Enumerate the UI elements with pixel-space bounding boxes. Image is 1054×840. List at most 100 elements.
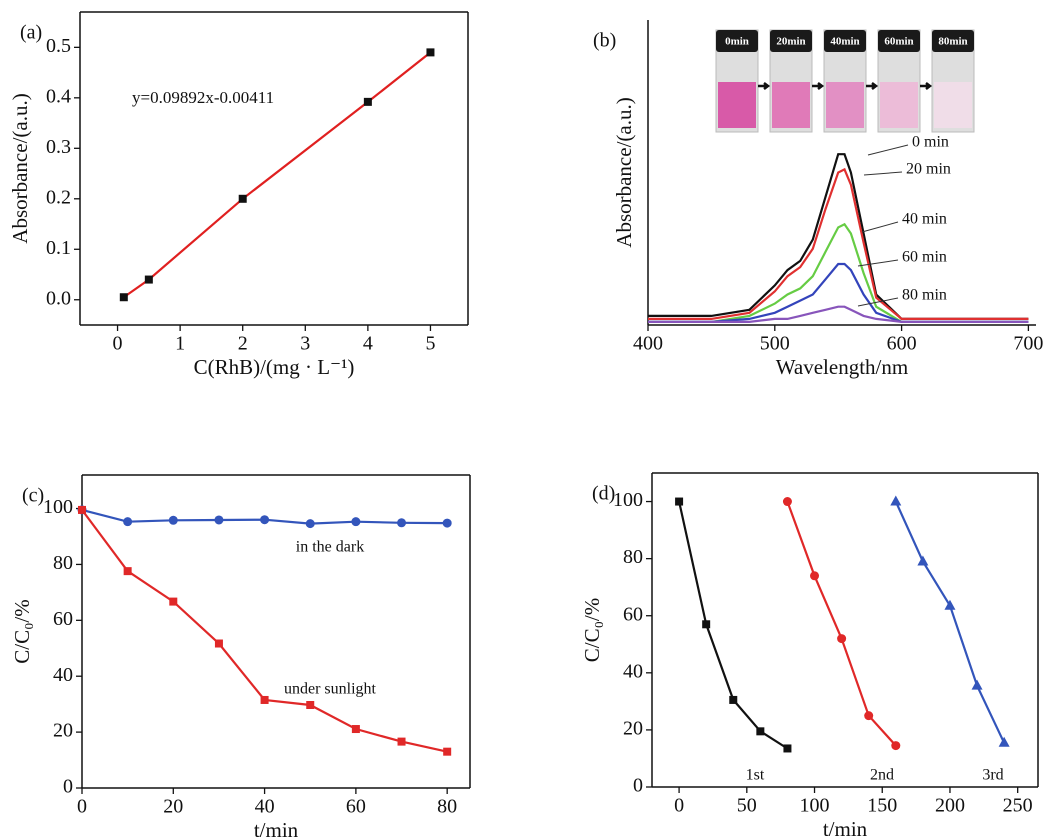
marker: [782, 497, 792, 507]
vial-arrow: [812, 82, 825, 90]
panel-label: (b): [593, 30, 616, 52]
label-arrow: [857, 297, 899, 307]
marker: [998, 736, 1010, 747]
series-line: [81, 509, 448, 753]
y-tick-label: 0.2: [46, 186, 71, 208]
series-line: [786, 501, 897, 747]
marker: [944, 599, 956, 610]
y-tick-label: 0.5: [46, 35, 71, 57]
y-tick-label: 100: [43, 496, 73, 518]
x-tick-label: 250: [1003, 795, 1033, 817]
marker: [169, 597, 178, 606]
y-tick-label: 40: [623, 660, 643, 682]
marker: [397, 518, 407, 528]
series-label: 3rd: [982, 767, 1003, 784]
y-axis-label: C/C₀/%: [10, 599, 34, 664]
series-label: 1st: [746, 767, 765, 784]
label-arrow: [863, 171, 903, 176]
y-tick-label: 0.3: [46, 136, 71, 158]
series-label: 60 min: [902, 249, 947, 266]
vial-cap: [716, 30, 758, 52]
y-tick-label: 0: [633, 775, 643, 797]
x-tick-label: 20: [163, 796, 183, 818]
y-tick-label: 20: [623, 718, 643, 740]
marker: [168, 515, 178, 525]
marker: [675, 497, 684, 506]
label-arrow: [867, 144, 909, 156]
series-label: 40 min: [902, 211, 947, 228]
x-tick-label: 200: [935, 795, 965, 817]
vial-arrow: [758, 82, 771, 90]
y-tick-label: 0.0: [46, 287, 71, 309]
marker: [864, 711, 874, 721]
y-tick-label: 80: [623, 546, 643, 568]
marker: [305, 519, 315, 529]
x-tick-label: 100: [800, 795, 830, 817]
marker: [123, 517, 133, 527]
x-tick-label: 400: [633, 333, 663, 355]
vial-liquid: [826, 82, 864, 128]
y-tick-label: 0.4: [46, 85, 71, 107]
x-tick-label: 0: [674, 795, 684, 817]
y-axis-label: Absorbance/(a.u.): [612, 97, 636, 247]
panel-label: (a): [20, 22, 42, 44]
x-tick-label: 80: [437, 796, 457, 818]
vial-cap: [824, 30, 866, 52]
marker: [443, 747, 452, 756]
marker: [397, 737, 406, 746]
series-line: [648, 167, 1029, 320]
x-tick-label: 5: [425, 333, 435, 355]
marker: [363, 97, 372, 106]
marker: [260, 515, 270, 525]
y-tick-label: 20: [53, 720, 73, 742]
marker: [238, 194, 247, 203]
series-label: under sunlight: [284, 681, 377, 698]
vial-arrow: [920, 82, 933, 90]
x-tick-label: 50: [737, 795, 757, 817]
y-tick-label: 40: [53, 664, 73, 686]
y-tick-label: 80: [53, 552, 73, 574]
marker: [306, 700, 315, 709]
x-axis-label: t/min: [823, 817, 868, 840]
marker: [351, 517, 361, 527]
marker: [890, 495, 902, 506]
marker: [144, 275, 153, 284]
marker: [837, 634, 847, 644]
y-tick-label: 0: [63, 776, 73, 798]
x-tick-label: 0: [77, 796, 87, 818]
marker: [810, 571, 820, 581]
marker: [729, 695, 738, 704]
series-line: [648, 262, 1029, 323]
marker: [442, 518, 452, 528]
vial-cap: [878, 30, 920, 52]
x-tick-label: 1: [175, 333, 185, 355]
y-axis-label: Absorbance/(a.u.): [8, 93, 32, 243]
x-tick-label: 3: [300, 333, 310, 355]
vial-liquid: [772, 82, 810, 128]
y-axis-label: C/C₀/%: [580, 598, 604, 663]
y-tick-label: 60: [53, 608, 73, 630]
series-line: [678, 501, 788, 750]
series-label: 0 min: [912, 134, 949, 151]
x-tick-label: 700: [1013, 333, 1043, 355]
marker: [783, 744, 792, 753]
panel-label: (d): [592, 483, 615, 505]
label-arrow: [857, 259, 899, 267]
marker: [260, 695, 269, 704]
series-label: 80 min: [902, 287, 947, 304]
vial-label: 60min: [884, 36, 913, 48]
panel-label: (c): [22, 485, 44, 507]
series-label: in the dark: [296, 539, 364, 556]
x-axis-label: C(RhB)/(mg · L⁻¹): [194, 355, 355, 379]
x-tick-label: 600: [887, 333, 917, 355]
label-arrow: [861, 221, 899, 233]
x-axis-label: t/min: [254, 818, 299, 840]
vial-cap: [770, 30, 812, 52]
marker: [891, 741, 901, 751]
vial-liquid: [718, 82, 756, 128]
marker: [702, 620, 711, 629]
marker: [971, 679, 983, 690]
marker: [917, 555, 929, 566]
x-tick-label: 60: [346, 796, 366, 818]
